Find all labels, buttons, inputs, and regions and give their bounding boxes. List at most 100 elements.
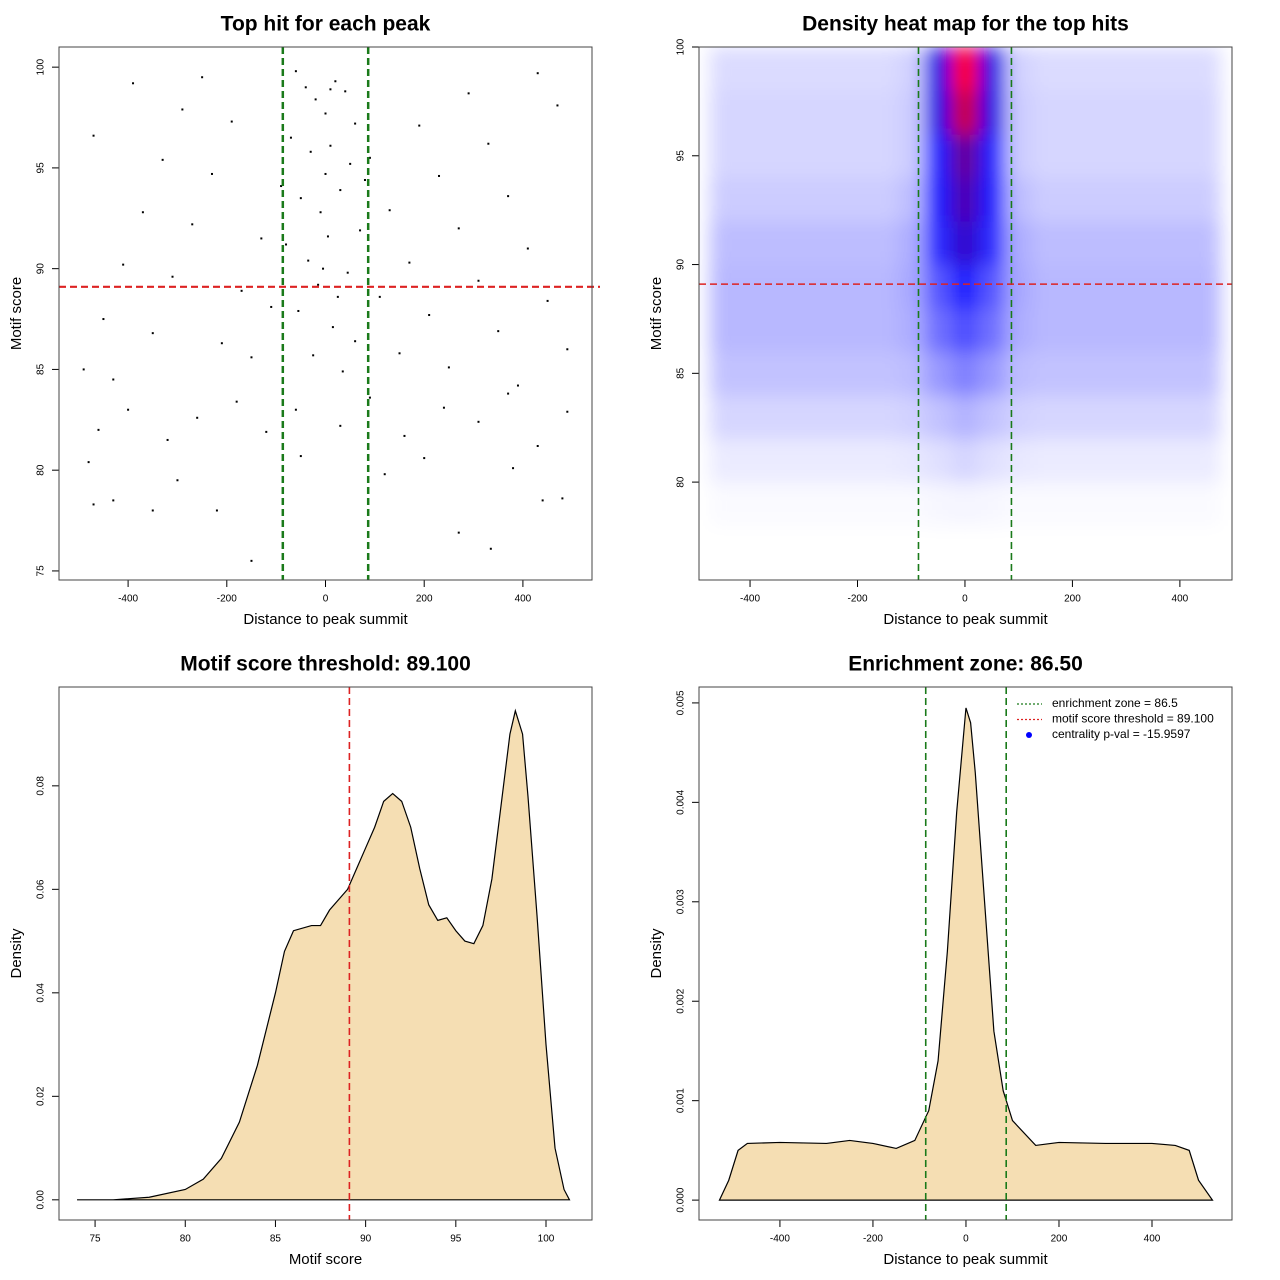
heat-cell [1058,47,1087,92]
y-axis-label: Motif score [8,277,25,350]
point [97,428,100,431]
heat-cell [924,221,953,266]
point [477,420,480,423]
heat-cell [870,351,899,396]
point [467,92,470,95]
heat-cell [1085,438,1114,483]
heat-cell [978,47,1006,92]
point [230,120,233,123]
y-tick-label: 0.00 [36,1190,47,1210]
heat-cell [790,308,818,353]
heat-cell [844,351,872,396]
heat-cell [844,177,872,222]
heat-cell [1139,134,1167,179]
heat-cell [736,47,764,92]
heat-cell [1193,351,1221,396]
heat-cell [763,177,791,222]
heat-cell [1085,47,1114,92]
heat-cell [817,264,845,309]
heatmap-cells [709,47,1221,570]
heat-cell [924,438,953,483]
heat-cell [709,221,738,266]
point [322,267,325,270]
y-tick-label: 0.002 [676,988,687,1013]
plot-frame [58,46,593,581]
heat-cell [978,177,1006,222]
heat-cell [709,177,738,222]
y-tick-label: 85 [676,367,687,379]
x-tick-label: 400 [1144,1234,1161,1245]
heat-cell [1032,395,1060,440]
heat-cell [1085,134,1114,179]
point [398,352,401,355]
heat-cell [897,90,926,135]
heat-cell [1005,264,1033,309]
point [339,189,342,192]
heat-cell [709,308,738,353]
heat-cell [1058,177,1087,222]
point [388,209,391,212]
heat-cell [1139,90,1167,135]
heat-cell [1058,395,1087,440]
point [507,392,510,395]
heat-cell [978,134,1006,179]
point [368,156,371,159]
heat-cell [736,90,764,135]
y-tick-label: 90 [36,263,47,275]
y-tick-label: 0.06 [36,879,47,899]
point [566,348,569,351]
heat-cell [1112,395,1141,440]
heat-cell [1032,264,1060,309]
heat-cell [1166,264,1194,309]
heat-cell [844,90,872,135]
point [294,70,297,73]
point [102,318,105,321]
y-tick-label: 95 [36,162,47,174]
heat-cell [1112,482,1141,527]
point [294,408,297,411]
heat-cell [897,221,926,266]
heat-cell [1005,221,1033,266]
point [363,178,366,181]
heat-cell [736,221,764,266]
point [141,211,144,214]
point [359,229,362,232]
point [92,134,95,137]
heat-cell [1112,264,1141,309]
heat-cell [1112,351,1141,396]
x-tick-label: 75 [90,1234,102,1245]
point [423,457,426,460]
heat-cell [1193,177,1221,222]
heat-cell [1166,177,1194,222]
heat-cell [924,308,953,353]
heat-cell [817,308,845,353]
heat-cell [978,525,1006,570]
heat-cell [1058,221,1087,266]
point [265,430,268,433]
point [151,509,154,512]
point [349,162,352,165]
heat-cell [790,177,818,222]
heat-cell [1139,395,1167,440]
heat-cell [1112,525,1141,570]
heat-cell [1166,395,1194,440]
x-tick-label: -200 [217,594,237,605]
heat-cell [897,525,926,570]
heat-cell [844,438,872,483]
x-tick-label: -400 [118,594,138,605]
point [516,384,519,387]
point [447,366,450,369]
chart-title: Enrichment zone: 86.50 [848,653,1083,676]
heat-cell [1032,47,1060,92]
heat-cell [709,90,738,135]
heat-cell [978,264,1006,309]
point [368,396,371,399]
heat-cell [736,308,764,353]
heat-cell [1112,438,1141,483]
point [324,112,327,115]
x-axis-label: Distance to peak summit [883,611,1048,628]
point [354,340,357,343]
plot-frame [58,686,593,1221]
heat-cell [897,395,926,440]
